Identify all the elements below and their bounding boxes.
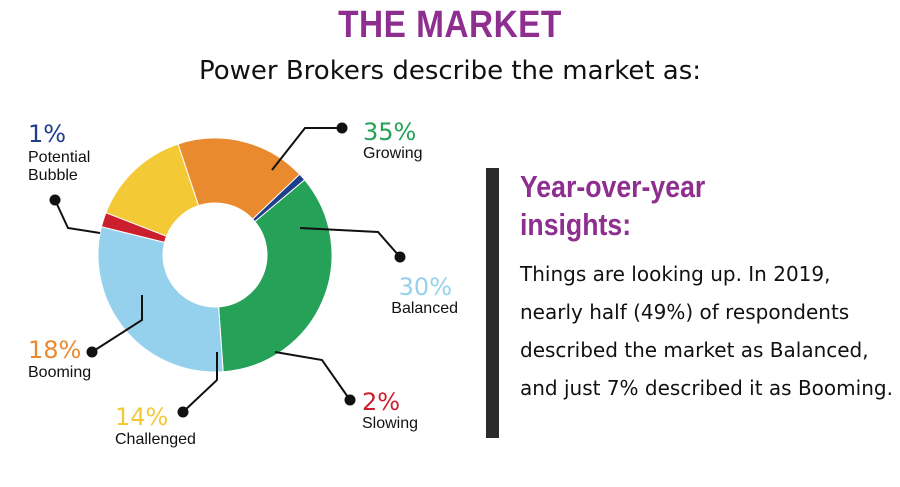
percent-label-growing: 35% xyxy=(363,118,416,146)
slice-growing xyxy=(218,179,333,373)
leader-dot-challenged xyxy=(177,406,189,418)
percent-label-potential-bubble: 1% xyxy=(28,120,66,148)
insights-heading: Year-over-year insights: xyxy=(520,168,830,244)
insights-body: Things are looking up. In 2019, nearly h… xyxy=(520,262,893,400)
leader-line-booming xyxy=(91,295,143,353)
percent-label-challenged: 14% xyxy=(115,403,168,431)
page-subtitle: Power Brokers describe the market as: xyxy=(198,56,702,86)
category-label-challenged: Challenged xyxy=(115,431,196,448)
slice-booming xyxy=(177,137,301,220)
leader-dot-balanced xyxy=(394,251,406,263)
category-label-booming: Booming xyxy=(28,364,91,381)
percent-label-balanced: 30% xyxy=(399,273,452,301)
market-donut-chart: 35%Growing 30%Balanced 2%Slowing 14%Challen… xyxy=(28,118,458,448)
slice-potential-bubble xyxy=(251,173,306,223)
leader-line-slowing xyxy=(274,351,351,401)
category-label-slowing: Slowing xyxy=(362,415,418,432)
insights-heading-line1: Year-over-year xyxy=(520,169,706,204)
leader-dot-growing xyxy=(336,122,348,134)
leader-dot-booming xyxy=(86,346,98,358)
leader-line-growing xyxy=(271,127,342,171)
insights-accent-bar xyxy=(486,168,499,438)
leader-line-balanced xyxy=(299,227,401,258)
percent-label-slowing: 2% xyxy=(362,388,400,416)
category-label-balanced: Balanced xyxy=(391,300,458,317)
leader-line-challenged xyxy=(182,352,218,413)
leader-line-potential-bubble xyxy=(54,199,101,234)
category-label-potential-bubble-line1: Potential xyxy=(28,149,90,166)
leader-dot-potential-bubble xyxy=(49,194,61,206)
category-label-growing: Growing xyxy=(363,145,423,162)
slice-balanced xyxy=(97,226,224,373)
category-label-potential-bubble-line2: Bubble xyxy=(28,167,78,184)
page-title: THE MARKET xyxy=(338,4,562,46)
insights-heading-line2: insights: xyxy=(520,207,632,242)
leader-dot-slowing xyxy=(344,394,356,406)
percent-label-booming: 18% xyxy=(28,336,81,364)
